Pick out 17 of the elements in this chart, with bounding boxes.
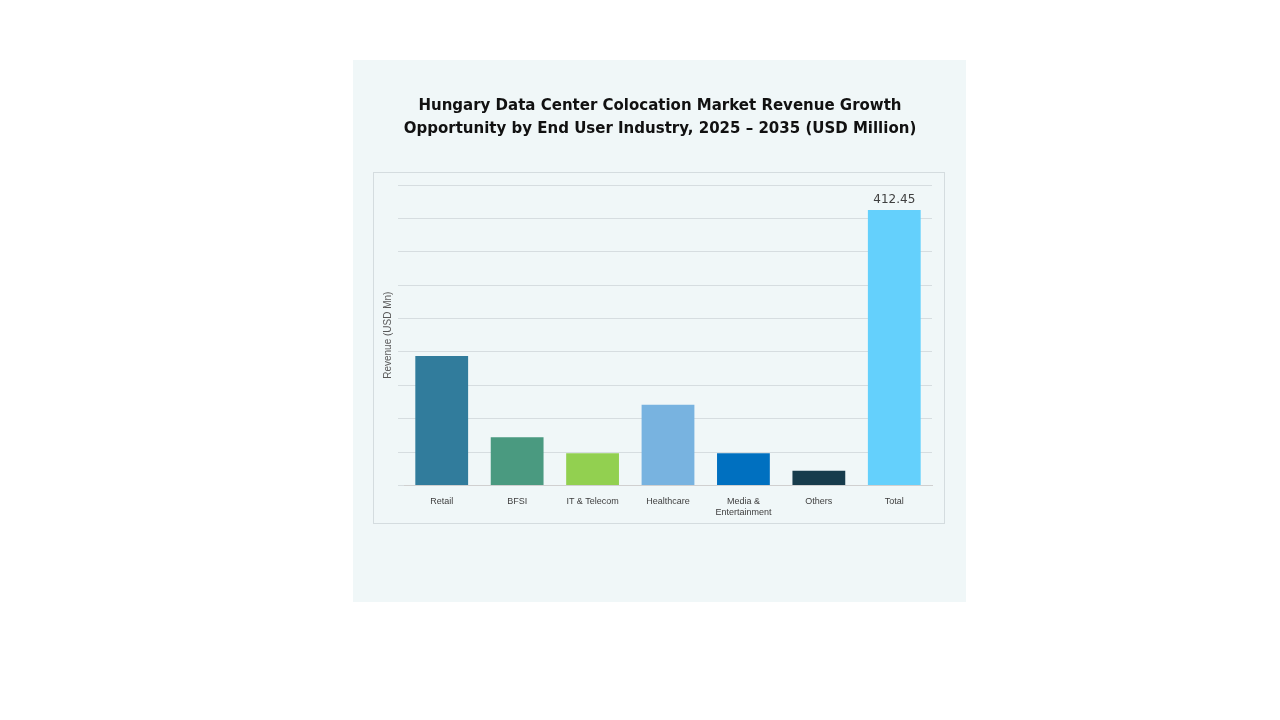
bar (641, 404, 695, 485)
bar (867, 210, 921, 485)
x-tick-label: IT & Telecom (566, 496, 619, 507)
bar (792, 470, 846, 485)
x-tick-label: Media & Entertainment (715, 496, 772, 518)
bar (490, 437, 544, 485)
data-label: 412.45 (873, 192, 916, 207)
bar (717, 453, 770, 485)
chart-title: Hungary Data Center Colocation Market Revenue Growth Opportunity by End User Industry, 2025 – 2035 (USD Million) (402, 95, 918, 139)
x-tick-label: Others (805, 496, 833, 507)
bar (566, 453, 619, 485)
x-tick-label: BFSI (507, 496, 528, 507)
bar (415, 355, 469, 485)
y-axis-title: Revenue (USD Mn) (381, 291, 393, 379)
x-tick-label: Total (884, 496, 904, 507)
x-tick-label: Healthcare (646, 496, 690, 507)
x-tick-label: Retail (430, 496, 454, 507)
